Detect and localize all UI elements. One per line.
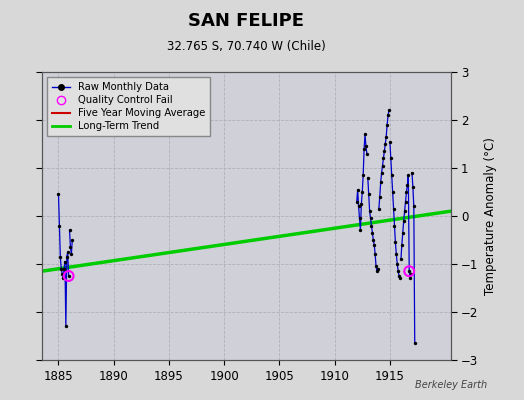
Y-axis label: Temperature Anomaly (°C): Temperature Anomaly (°C) [484,137,497,295]
Point [375,206,383,212]
Point [403,182,411,188]
Point [406,275,414,282]
Point [376,179,385,186]
Point [62,254,71,260]
Legend: Raw Monthly Data, Quality Control Fail, Five Year Moving Average, Long-Term Tren: Raw Monthly Data, Quality Control Fail, … [47,77,210,136]
Point [64,273,73,279]
Point [372,263,380,270]
Point [383,122,391,128]
Point [391,239,400,246]
Point [353,198,361,205]
Point [401,198,410,205]
Point [379,155,388,162]
Point [389,206,398,212]
Text: 32.765 S, 70.740 W (Chile): 32.765 S, 70.740 W (Chile) [167,40,325,53]
Point [395,273,403,279]
Point [54,191,63,198]
Point [410,203,418,210]
Point [360,146,368,152]
Point [55,222,63,229]
Point [370,242,378,248]
Point [388,172,396,178]
Point [405,268,413,274]
Point [68,237,77,243]
Point [359,172,367,178]
Point [387,155,395,162]
Point [57,266,66,272]
Point [400,208,409,214]
Point [408,170,416,176]
Point [361,131,369,138]
Point [399,218,408,224]
Point [398,242,406,248]
Point [396,275,404,282]
Point [358,189,366,195]
Point [390,222,399,229]
Point [357,201,366,207]
Point [397,256,405,262]
Point [367,222,376,229]
Point [392,251,400,258]
Point [66,227,74,234]
Point [67,251,75,258]
Point [399,230,407,236]
Point [381,141,389,147]
Point [404,172,412,178]
Point [410,340,419,346]
Point [384,112,392,118]
Point [402,189,411,195]
Point [393,261,401,267]
Point [405,268,413,274]
Point [373,268,381,274]
Point [354,186,362,193]
Text: SAN FELIPE: SAN FELIPE [188,12,304,30]
Text: Berkeley Earth: Berkeley Earth [415,380,487,390]
Point [366,215,375,222]
Point [66,244,74,250]
Point [377,170,386,176]
Point [386,138,394,145]
Point [61,258,69,265]
Point [58,270,67,277]
Point [365,191,373,198]
Point [64,273,73,279]
Point [368,230,377,236]
Point [407,270,415,277]
Point [388,189,397,195]
Point [63,249,72,255]
Point [382,134,390,140]
Point [409,184,417,190]
Point [354,203,363,210]
Point [59,275,67,282]
Point [394,268,402,274]
Point [385,107,393,114]
Point [355,215,364,222]
Point [376,194,384,200]
Point [62,323,70,330]
Point [363,150,371,157]
Point [374,266,382,272]
Point [369,237,377,243]
Point [56,254,64,260]
Point [365,208,374,214]
Point [378,162,387,169]
Point [371,251,379,258]
Point [364,174,372,181]
Point [380,148,389,154]
Point [356,227,365,234]
Point [60,266,68,272]
Point [362,143,370,150]
